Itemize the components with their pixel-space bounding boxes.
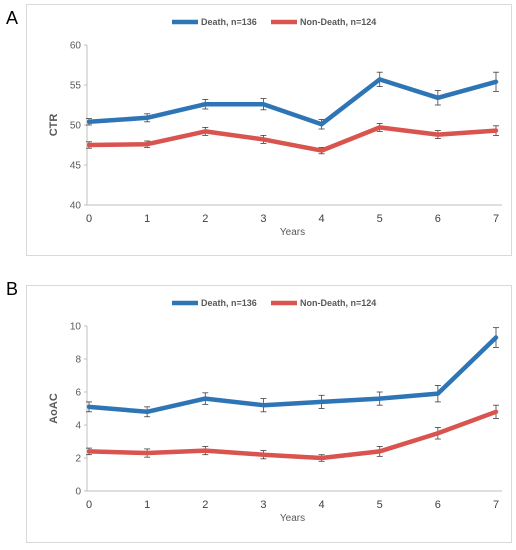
x-tick-label: 7 — [493, 499, 499, 511]
x-tick-label: 4 — [319, 499, 325, 511]
chart-panel-a: 40 45 50 55 60 0 1 2 3 4 5 6 7 Years CTR Death, n=136 No… — [26, 4, 512, 256]
y-tick-label: 45 — [70, 161, 82, 172]
x-tick-label: 0 — [86, 499, 92, 511]
y-tick-label: 2 — [75, 454, 81, 465]
y-tick-label: 4 — [75, 421, 81, 432]
series-line — [86, 77, 499, 127]
legend: Death, n=136 Non-Death, n=124 — [172, 298, 376, 308]
x-tick-label: 2 — [202, 213, 208, 225]
x-tick-label: 5 — [377, 213, 383, 225]
legend-entry: Non-Death, n=124 — [300, 17, 376, 27]
x-tick-label: 4 — [319, 213, 325, 225]
x-tick-label: 2 — [202, 499, 208, 511]
x-axis-title: Years — [280, 513, 305, 524]
series-death — [86, 327, 499, 418]
panel-label-b: B — [6, 279, 19, 299]
x-axis-title: Years — [280, 227, 305, 238]
series-line — [86, 125, 499, 153]
series-line — [86, 335, 499, 415]
x-tick-label: 3 — [260, 213, 266, 225]
x-tick-label: 1 — [144, 499, 150, 511]
y-tick-label: 0 — [75, 487, 81, 498]
y-axis-title: AoAC — [48, 393, 60, 424]
x-tick-label: 1 — [144, 213, 150, 225]
y-tick-label: 6 — [75, 388, 81, 399]
chart-panel-b: 0 2 4 6 8 10 0 1 2 3 4 5 6 7 Years AoAC Death, n=136 Non-… — [26, 285, 512, 543]
chart-b-svg: 0 2 4 6 8 10 0 1 2 3 4 5 6 7 Years AoAC Death, n=136 Non-… — [48, 298, 502, 524]
legend-entry: Death, n=136 — [201, 298, 257, 308]
legend: Death, n=136 Non-Death, n=124 — [172, 17, 376, 27]
x-tick-label: 5 — [377, 499, 383, 511]
legend-entry: Non-Death, n=124 — [300, 298, 376, 308]
series-non-death — [86, 404, 499, 462]
y-tick-label: 40 — [70, 201, 82, 212]
y-axis-title: CTR — [48, 114, 60, 137]
x-tick-label: 6 — [435, 499, 441, 511]
series-non-death — [86, 123, 499, 155]
y-tick-label: 8 — [75, 355, 81, 366]
x-tick-label: 3 — [260, 499, 266, 511]
x-tick-label: 0 — [86, 213, 92, 225]
panel-label-a: A — [6, 8, 19, 28]
y-tick-label: 10 — [70, 322, 82, 333]
y-tick-label: 55 — [70, 81, 82, 92]
series-line — [86, 409, 499, 461]
y-tick-label: 60 — [70, 41, 82, 52]
x-tick-label: 7 — [493, 213, 499, 225]
x-tick-label: 6 — [435, 213, 441, 225]
y-tick-label: 50 — [70, 121, 82, 132]
legend-entry: Death, n=136 — [201, 17, 257, 27]
series-death — [86, 71, 499, 130]
